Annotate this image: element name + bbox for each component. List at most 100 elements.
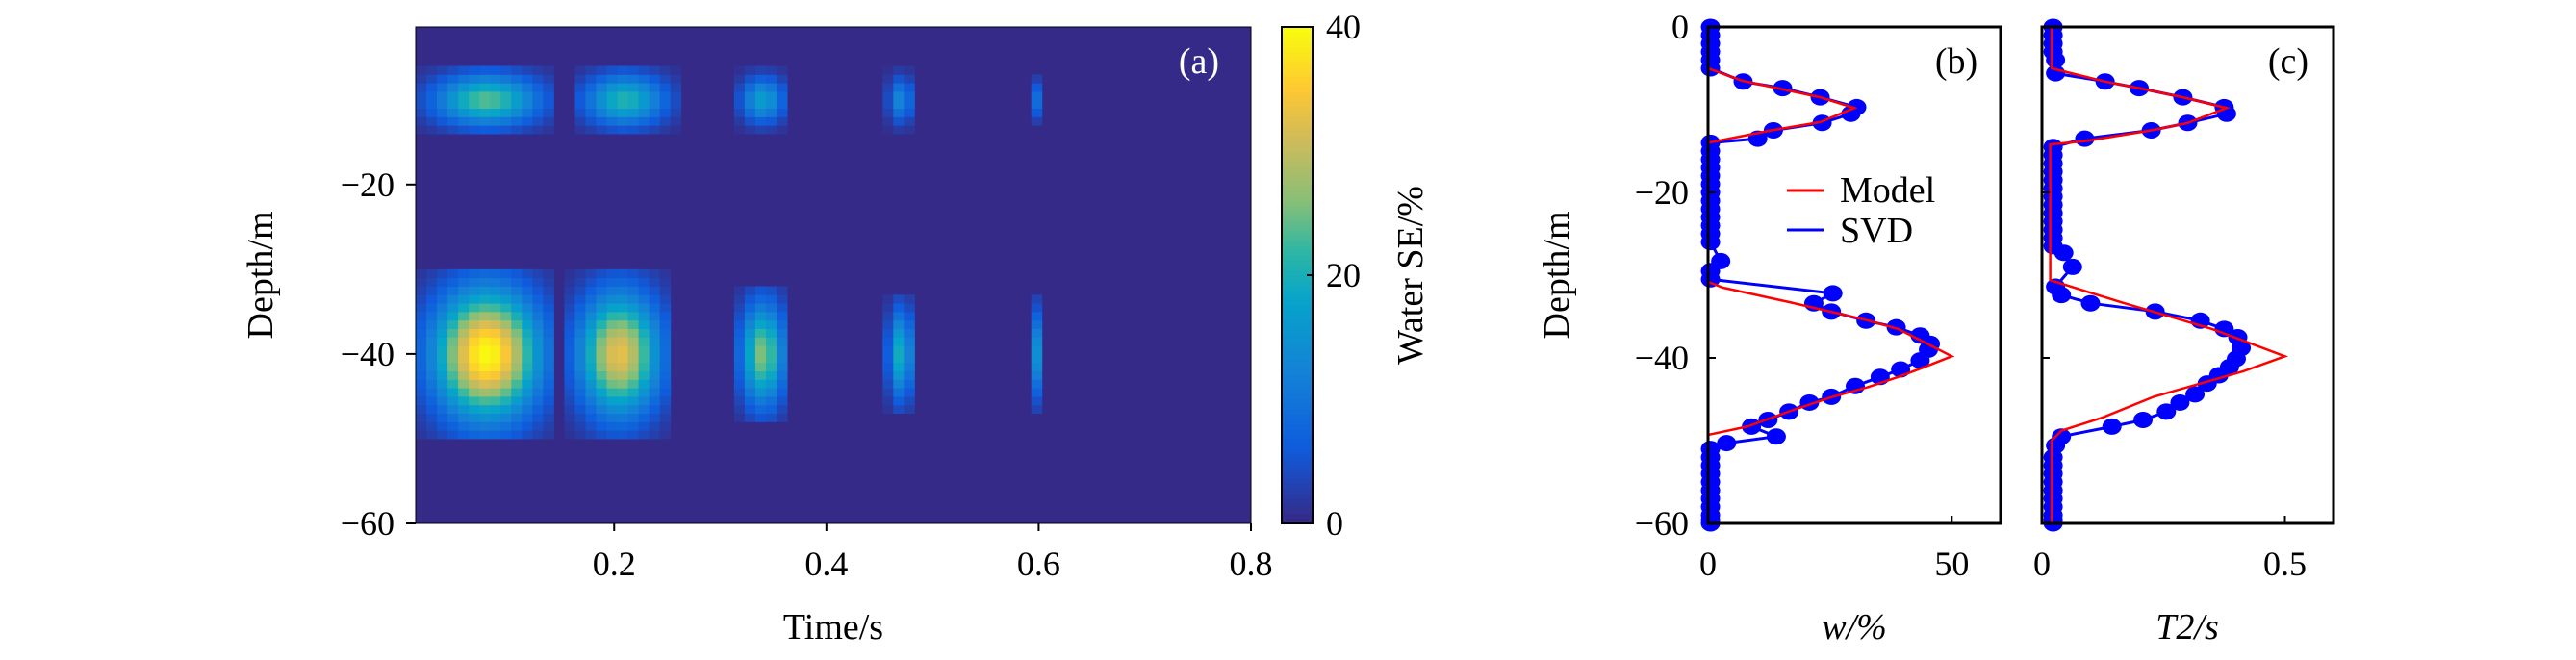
colorbar-segment <box>1282 121 1313 127</box>
heatmap-cell <box>606 90 619 101</box>
heatmap-cell <box>606 430 619 440</box>
panel-a-heatmap: 0.2 0.4 0.6 0.8 −20 −40 −60 (a) Time/s Depth/m… <box>241 8 1431 647</box>
heatmap-cell <box>893 294 905 304</box>
heatmap-cell <box>426 83 438 92</box>
heatmap-cell <box>458 83 470 92</box>
heatmap-cell <box>426 116 438 126</box>
x-tick-label: 0.8 <box>1230 545 1273 583</box>
heatmap-cell <box>893 74 905 84</box>
heatmap-cell <box>511 286 523 295</box>
heatmap-cell <box>532 388 544 397</box>
heatmap-cell <box>670 108 682 117</box>
heatmap-cell <box>606 345 619 355</box>
heatmap-cell <box>500 353 512 364</box>
heatmap-cell <box>543 395 554 406</box>
y-tick-label: −60 <box>341 504 395 543</box>
heatmap-cell <box>479 370 491 380</box>
colorbar: 0 20 40 <box>1281 8 1361 543</box>
heatmap-cell <box>765 413 778 422</box>
data-point-svd <box>2156 403 2177 420</box>
colorbar-segment <box>1282 359 1313 366</box>
heatmap-cell <box>458 370 470 380</box>
heatmap-cell <box>627 311 640 321</box>
heatmap-cell <box>744 116 756 126</box>
heatmap-cell <box>479 362 491 372</box>
heatmap-cell <box>574 362 586 372</box>
heatmap-cell <box>564 413 575 422</box>
heatmap-cell <box>638 370 650 380</box>
heatmap-cell <box>585 413 597 422</box>
heatmap-cell <box>659 379 672 389</box>
heatmap-cell <box>426 277 438 287</box>
heatmap-cell <box>416 319 427 329</box>
data-point-svd <box>2062 258 2082 275</box>
heatmap-cell <box>564 362 575 372</box>
colorbar-segment <box>1282 101 1313 108</box>
heatmap-cell <box>437 421 448 431</box>
heatmap-cell <box>511 337 523 346</box>
heatmap-cell <box>893 353 905 364</box>
heatmap-cell <box>627 277 640 287</box>
heatmap-cell <box>765 99 778 110</box>
heatmap-cell <box>733 303 746 313</box>
heatmap-cell <box>776 74 788 84</box>
heatmap-cell <box>479 319 491 329</box>
heatmap-cell <box>596 421 608 431</box>
heatmap-cell <box>522 99 533 110</box>
heatmap-cell <box>596 125 608 135</box>
heatmap-cell <box>893 328 905 338</box>
heatmap-cell <box>437 430 448 440</box>
heatmap-cell <box>437 116 448 126</box>
colorbar-segment <box>1282 280 1313 286</box>
heatmap-cell <box>776 413 788 422</box>
heatmap-cell <box>458 277 470 287</box>
heatmap-cell <box>744 286 756 295</box>
heatmap-cell <box>776 328 788 338</box>
heatmap-cell <box>627 125 640 135</box>
data-point-svd <box>2075 130 2095 147</box>
heatmap-cell <box>754 90 767 101</box>
heatmap-cell <box>904 319 915 329</box>
heatmap-cell <box>765 353 778 364</box>
heatmap-cell <box>511 413 523 422</box>
heatmap-cell <box>606 370 619 380</box>
heatmap-cell <box>904 395 915 406</box>
heatmap-cell <box>532 99 544 110</box>
heatmap-cell <box>627 362 640 372</box>
heatmap-cell <box>447 319 459 329</box>
heatmap-cell <box>638 74 650 84</box>
heatmap-cell <box>627 421 640 431</box>
heatmap-cell <box>606 404 619 415</box>
heatmap-cell <box>543 90 554 101</box>
heatmap-cell <box>744 108 756 117</box>
heatmap-cell <box>659 125 672 135</box>
colorbar-segment <box>1282 115 1313 122</box>
heatmap-cell <box>670 90 682 101</box>
heatmap-cell <box>479 90 491 101</box>
heatmap-cell <box>882 99 894 110</box>
heatmap-cell <box>882 303 894 313</box>
heatmap-cell <box>416 303 427 313</box>
heatmap-cell <box>532 74 544 84</box>
heatmap-cell <box>882 395 894 406</box>
colorbar-segment <box>1282 255 1313 262</box>
x-tick-label: 0 <box>2033 545 2051 583</box>
heatmap-cell <box>426 388 438 397</box>
heatmap-cells <box>416 27 1251 523</box>
colorbar-segment <box>1282 106 1313 113</box>
heatmap-cell <box>1031 362 1043 372</box>
colorbar-segment <box>1282 250 1313 256</box>
heatmap-cell <box>617 388 629 397</box>
heatmap-cell <box>426 345 438 355</box>
heatmap-cell <box>490 125 501 135</box>
heatmap-cell <box>490 328 501 338</box>
heatmap-cell <box>437 370 448 380</box>
heatmap-cell <box>744 370 756 380</box>
heatmap-cell <box>627 90 640 101</box>
heatmap-cell <box>522 421 533 431</box>
data-point-svd <box>1841 105 1861 122</box>
heatmap-cell <box>606 125 619 135</box>
data-point-svd <box>2133 412 2154 428</box>
heatmap-cell <box>511 362 523 372</box>
heatmap-cell <box>659 395 672 406</box>
